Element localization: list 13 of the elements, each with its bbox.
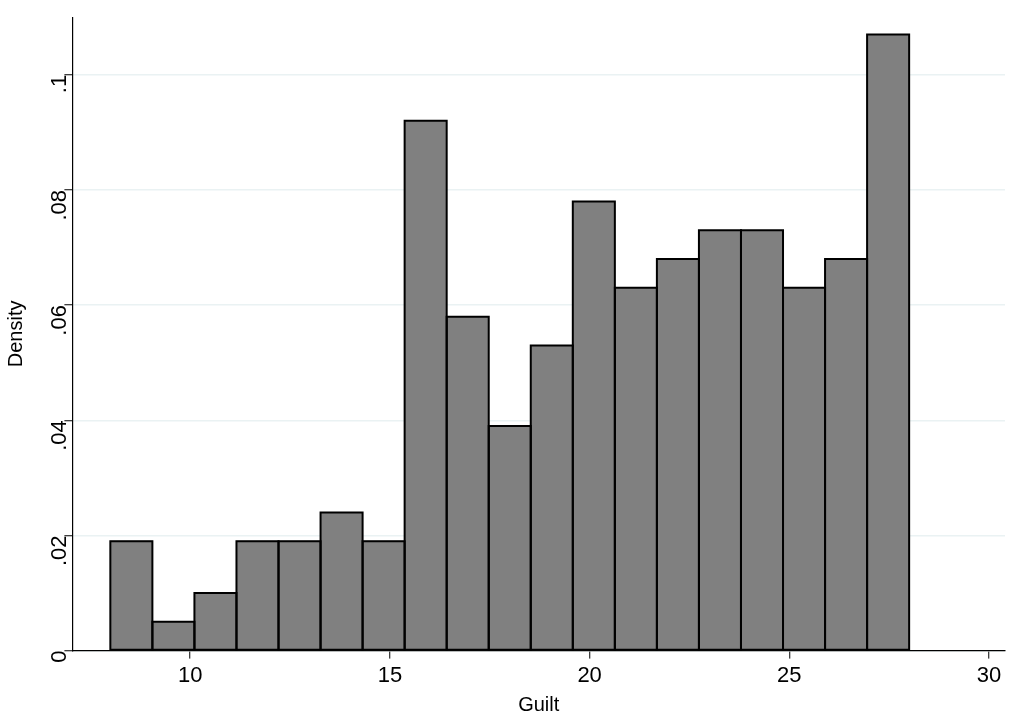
x-tick-label: 25 bbox=[777, 661, 802, 687]
y-tick-label: .08 bbox=[46, 189, 72, 221]
x-tick-label: 20 bbox=[577, 661, 602, 687]
y-tick-label: .06 bbox=[46, 305, 72, 336]
x-axis-title: Guilt bbox=[518, 692, 560, 715]
y-tick-label: .1 bbox=[46, 74, 72, 94]
x-tick-label: 30 bbox=[976, 661, 1002, 687]
y-tick-label: .04 bbox=[46, 420, 72, 451]
y-tick-label: .02 bbox=[46, 535, 72, 567]
y-axis-title: Density bbox=[3, 300, 26, 368]
x-tick-label: 10 bbox=[177, 661, 203, 687]
x-tick-label: 15 bbox=[377, 661, 403, 687]
y-tick-label: 0 bbox=[46, 650, 72, 663]
